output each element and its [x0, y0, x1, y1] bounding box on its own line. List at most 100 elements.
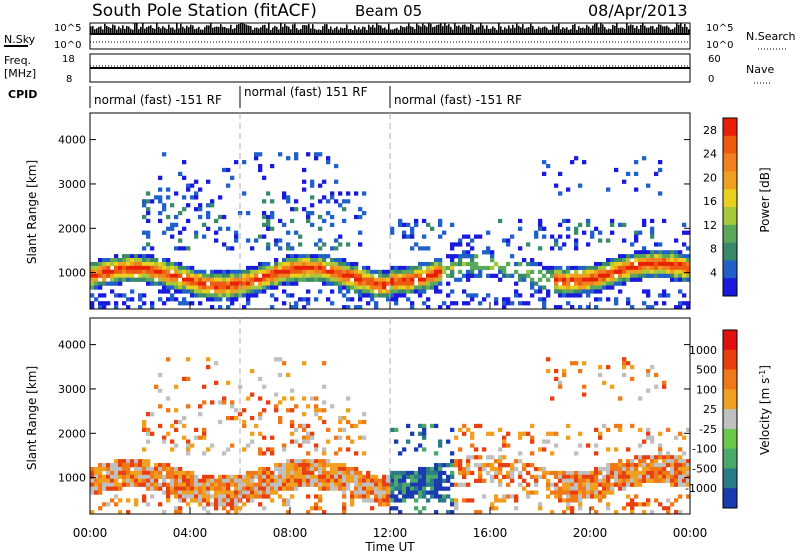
range-time-cell: [290, 396, 295, 401]
nsky-bar: [678, 24, 680, 33]
range-time-cell: [378, 285, 383, 290]
range-time-cell: [586, 218, 591, 224]
range-time-cell: [322, 486, 327, 491]
range-time-cell: [510, 273, 515, 278]
range-time-cell: [650, 510, 655, 515]
range-time-cell: [542, 305, 547, 310]
range-time-cell: [530, 463, 535, 468]
range-time-cell: [318, 183, 323, 188]
range-time-cell: [302, 459, 307, 464]
range-time-cell: [310, 277, 315, 282]
range-time-cell: [250, 273, 255, 278]
range-time-cell: [222, 502, 227, 507]
range-time-cell: [582, 269, 587, 275]
range-time-cell: [642, 273, 647, 278]
range-time-cell: [658, 254, 663, 259]
range-time-cell: [454, 301, 459, 306]
range-time-cell: [166, 463, 171, 468]
range-time-cell: [514, 498, 519, 503]
range-time-cell: [602, 490, 607, 495]
range-time-cell: [158, 404, 163, 409]
range-time-cell: [302, 435, 307, 440]
range-time-cell: [678, 431, 683, 436]
range-time-cell: [278, 494, 283, 499]
range-time-cell: [262, 384, 267, 389]
range-time-cell: [394, 269, 399, 275]
range-time-cell: [170, 478, 175, 483]
range-time-cell: [582, 470, 587, 476]
range-time-cell: [450, 254, 455, 259]
range-time-cell: [586, 269, 591, 275]
colorbar-tick-label: 8: [710, 243, 717, 256]
nsky-bar: [654, 29, 656, 33]
nsky-bar: [276, 26, 278, 33]
range-time-cell: [350, 498, 355, 503]
nsky-bar: [462, 24, 464, 33]
colorbar-tick-label: 25: [703, 403, 717, 416]
range-time-cell: [98, 285, 103, 290]
range-time-cell: [650, 365, 655, 370]
range-time-cell: [650, 234, 655, 239]
range-time-cell: [206, 498, 211, 503]
range-time-cell: [578, 486, 583, 491]
range-time-cell: [654, 301, 659, 306]
range-time-cell: [410, 470, 415, 476]
range-time-cell: [554, 242, 559, 247]
range-time-cell: [226, 246, 231, 251]
range-time-cell: [618, 486, 623, 491]
range-time-cell: [290, 486, 295, 491]
range-time-cell: [658, 261, 663, 267]
range-time-cell: [282, 486, 287, 491]
range-time-cell: [410, 494, 415, 499]
range-time-cell: [390, 478, 395, 483]
range-time-cell: [134, 478, 139, 483]
range-time-cell: [434, 261, 439, 267]
range-time-cell: [150, 254, 155, 259]
range-time-cell: [458, 238, 463, 243]
range-time-cell: [422, 289, 427, 294]
range-time-cell: [294, 466, 299, 472]
range-time-cell: [342, 494, 347, 499]
range-time-cell: [174, 191, 179, 196]
range-time-cell: [506, 242, 511, 247]
range-time-cell: [166, 474, 171, 480]
range-time-cell: [646, 466, 651, 472]
range-time-cell: [406, 486, 411, 491]
range-time-cell: [322, 451, 327, 456]
range-time-cell: [122, 474, 127, 480]
range-time-cell: [558, 293, 563, 298]
range-time-cell: [334, 265, 339, 271]
range-time-cell: [150, 258, 155, 263]
range-time-cell: [102, 305, 107, 310]
range-time-cell: [242, 502, 247, 507]
nsky-bar: [408, 23, 410, 33]
range-time-cell: [570, 277, 575, 282]
range-time-cell: [582, 384, 587, 389]
range-time-cell: [666, 293, 671, 298]
range-time-cell: [186, 443, 191, 448]
range-time-cell: [218, 195, 223, 200]
range-time-cell: [342, 506, 347, 511]
range-time-cell: [434, 285, 439, 290]
range-time-cell: [646, 435, 651, 440]
range-time-cell: [414, 289, 419, 294]
range-time-cell: [358, 289, 363, 294]
range-time-cell: [402, 498, 407, 503]
range-time-cell: [186, 494, 191, 499]
range-time-cell: [134, 474, 139, 480]
range-time-cell: [294, 482, 299, 487]
range-time-cell: [154, 466, 159, 472]
range-time-cell: [646, 269, 651, 275]
range-time-cell: [98, 273, 103, 278]
range-time-cell: [638, 269, 643, 275]
range-time-cell: [458, 261, 463, 267]
range-time-cell: [410, 281, 415, 286]
range-time-cell: [426, 482, 431, 487]
range-time-cell: [666, 258, 671, 263]
range-time-cell: [194, 435, 199, 440]
range-time-cell: [410, 269, 415, 275]
range-time-cell: [298, 265, 303, 271]
range-time-cell: [602, 478, 607, 483]
range-time-cell: [606, 486, 611, 491]
range-time-cell: [318, 416, 323, 421]
